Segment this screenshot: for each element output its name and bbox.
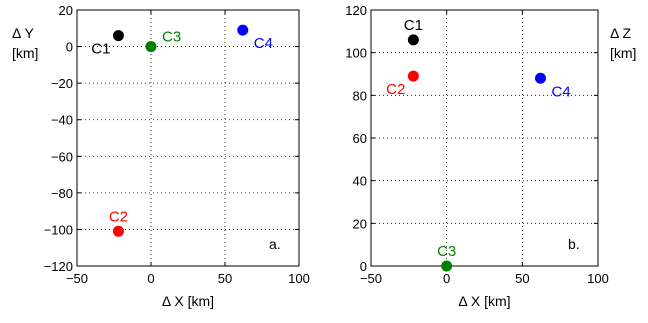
x-axis-label: Δ X [km] xyxy=(162,293,214,309)
y-axis-label: Δ Z xyxy=(610,25,631,41)
data-point-c4 xyxy=(534,72,546,84)
point-label-c3: C3 xyxy=(437,243,456,260)
panel-a-scatter-plot: −50 0 50 100 −120 −100 −80 −60 −40 −20 0 20 Δ X [km]… xyxy=(12,3,310,309)
x-tick-label: 50 xyxy=(218,271,232,286)
y-axis-label: Δ Y xyxy=(12,25,34,41)
y-tick-label: 80 xyxy=(353,88,367,103)
data-point-c3 xyxy=(145,41,157,53)
y-tick-label: −100 xyxy=(44,222,73,237)
y-tick-label: −40 xyxy=(51,113,73,128)
x-tick-label: 100 xyxy=(587,271,609,286)
panel-label: a. xyxy=(269,236,281,252)
data-point-c2 xyxy=(112,225,124,237)
x-tick-label: 50 xyxy=(515,271,529,286)
y-tick-label: 0 xyxy=(360,259,367,274)
data-point-c4 xyxy=(237,24,249,36)
point-label-c1: C1 xyxy=(91,41,110,58)
y-tick-label: 20 xyxy=(59,3,73,18)
y-tick-label: 60 xyxy=(353,131,367,146)
plot-frame xyxy=(76,9,300,267)
y-tick-label: 20 xyxy=(353,216,367,231)
y-tick-label: 40 xyxy=(353,174,367,189)
x-tick-label: 0 xyxy=(443,271,450,286)
y-tick-label: −80 xyxy=(51,186,73,201)
y-tick-label: −120 xyxy=(44,259,73,274)
point-label-c4: C4 xyxy=(551,83,570,100)
point-label-c1: C1 xyxy=(404,17,423,34)
point-label-c4: C4 xyxy=(254,35,273,52)
y-axis-unit-label: [km] xyxy=(610,45,636,61)
y-tick-label: −60 xyxy=(51,149,73,164)
x-axis-label: Δ X [km] xyxy=(458,293,510,309)
data-point-c2 xyxy=(407,70,419,82)
y-tick-label: −20 xyxy=(51,76,73,91)
data-point-c3 xyxy=(441,260,453,272)
data-point-c1 xyxy=(112,30,124,42)
y-axis-unit-label: [km] xyxy=(12,45,38,61)
point-label-c3: C3 xyxy=(162,29,181,46)
point-label-c2: C2 xyxy=(386,81,405,98)
x-tick-label: 0 xyxy=(147,271,154,286)
y-tick-label: 100 xyxy=(345,46,367,61)
data-point-c1 xyxy=(407,34,419,46)
panel-label: b. xyxy=(568,236,580,252)
y-tick-label: 120 xyxy=(345,3,367,18)
x-tick-label: −50 xyxy=(66,271,88,286)
x-tick-label: −50 xyxy=(360,271,382,286)
point-label-c2: C2 xyxy=(109,208,128,225)
y-tick-label: 0 xyxy=(66,40,73,55)
x-tick-label: 100 xyxy=(288,271,310,286)
